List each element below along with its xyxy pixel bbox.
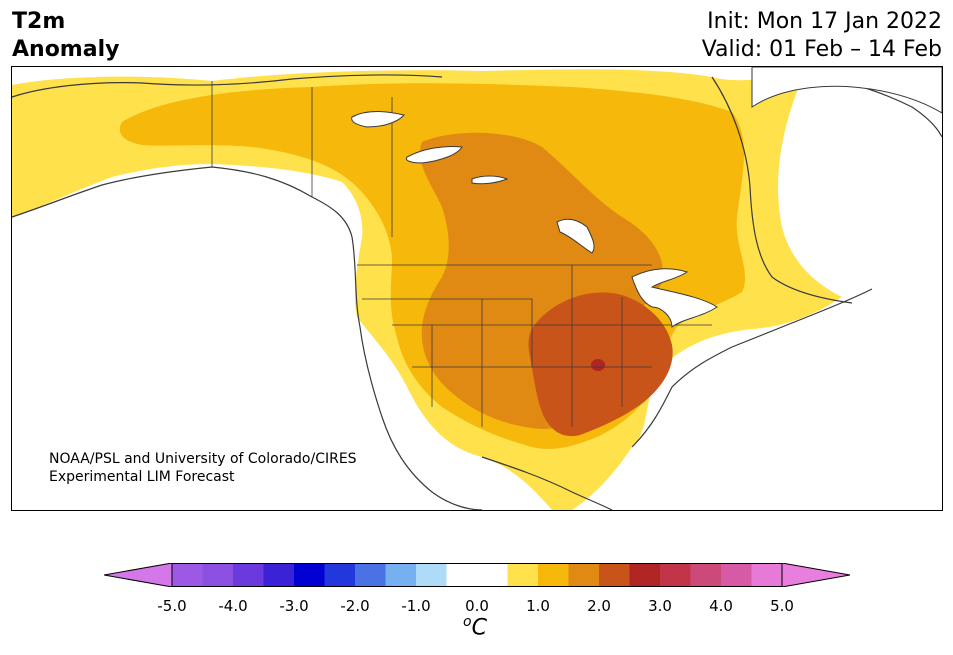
anomaly-band-2-5 xyxy=(591,359,605,371)
colorbar-svg xyxy=(103,562,851,588)
colorbar-tick-label: -1.0 xyxy=(401,597,431,615)
colorbar-bin xyxy=(721,563,752,587)
colorbar-tick-label: -5.0 xyxy=(157,597,187,615)
credit-line-1: NOAA/PSL and University of Colorado/CIRE… xyxy=(49,451,357,467)
credit-line-2: Experimental LIM Forecast xyxy=(49,469,235,485)
degree-sign: o xyxy=(463,614,472,630)
coastlines xyxy=(12,72,942,510)
colorbar-bin xyxy=(172,563,203,587)
colorbar-tick-label: -4.0 xyxy=(218,597,248,615)
init-date: Init: Mon 17 Jan 2022 xyxy=(707,9,942,34)
colorbar-bin xyxy=(416,563,447,587)
colorbar-bin xyxy=(324,563,355,587)
colorbar-over-arrow xyxy=(781,562,851,588)
colorbar-bin xyxy=(355,563,386,587)
colorbar-tick-label: 0.0 xyxy=(465,597,489,615)
colorbar-bin xyxy=(629,563,660,587)
colorbar-bin xyxy=(660,563,691,587)
field-type: Anomaly xyxy=(12,37,120,62)
colorbar-bin xyxy=(446,563,508,587)
colorbar-bin xyxy=(202,563,233,587)
colorbar xyxy=(103,562,851,588)
lakes xyxy=(351,111,718,329)
valid-period: Valid: 01 Feb – 14 Feb xyxy=(701,37,942,62)
colorbar-tick-label: -3.0 xyxy=(279,597,309,615)
colorbar-tick-label: 1.0 xyxy=(526,597,550,615)
colorbar-unit: oC xyxy=(463,614,487,640)
variable-name: T2m xyxy=(12,9,66,34)
state-borders xyxy=(211,81,712,427)
colorbar-bin xyxy=(690,563,721,587)
colorbar-bin xyxy=(263,563,294,587)
colorbar-tick-label: 4.0 xyxy=(709,597,733,615)
colorbar-bin xyxy=(538,563,569,587)
colorbar-bin xyxy=(385,563,416,587)
colorbar-frame xyxy=(171,563,783,587)
greenland-coast xyxy=(751,67,942,114)
anomaly-map: NOAA/PSL and University of Colorado/CIRE… xyxy=(11,66,943,511)
colorbar-bin xyxy=(599,563,630,587)
unit-letter: C xyxy=(471,615,487,641)
colorbar-tick-label: 5.0 xyxy=(770,597,794,615)
colorbar-bin xyxy=(751,563,782,587)
credit-text: NOAA/PSL and University of Colorado/CIRE… xyxy=(49,450,357,486)
colorbar-bin xyxy=(507,563,538,587)
map-title: T2m Anomaly xyxy=(12,8,119,64)
colorbar-tick-label: -2.0 xyxy=(340,597,370,615)
colorbar-bin xyxy=(294,563,325,587)
colorbar-tick-label: 3.0 xyxy=(648,597,672,615)
colorbar-under-arrow xyxy=(103,562,173,588)
colorbar-tick-label: 2.0 xyxy=(587,597,611,615)
map-canvas xyxy=(12,67,942,510)
forecast-dates: Init: Mon 17 Jan 2022 Valid: 01 Feb – 14… xyxy=(702,8,942,64)
colorbar-bin xyxy=(568,563,599,587)
colorbar-bin xyxy=(233,563,264,587)
